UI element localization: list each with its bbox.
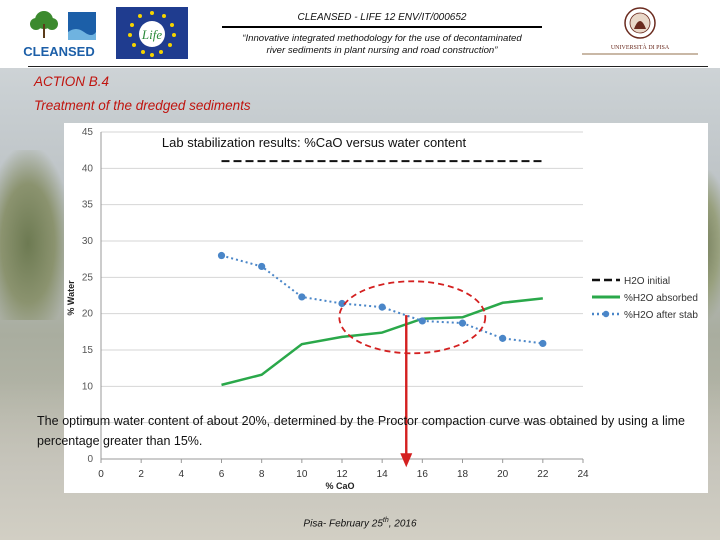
slide-header: CLEANSED Life UNIVERSITÀ DI PISA CLEANSE… <box>0 0 720 68</box>
legend-marker-h2o-after-stab <box>602 310 610 318</box>
y-tick-label: 0 <box>87 454 93 465</box>
data-point-h2o-after-stab <box>499 334 507 342</box>
life-programme-logo: Life <box>116 7 188 59</box>
y-tick-label: 45 <box>82 127 94 138</box>
y-tick-label: 20 <box>82 309 94 320</box>
x-tick-label: 10 <box>296 469 308 480</box>
y-tick-label: 10 <box>82 381 94 392</box>
slide-footer: Pisa- February 25th, 2016 <box>0 517 720 529</box>
data-point-h2o-after-stab <box>378 303 386 311</box>
data-point-h2o-after-stab <box>539 339 547 348</box>
x-tick-label: 4 <box>179 469 185 480</box>
legend-label-h2o-initial: H2O initial <box>624 276 670 287</box>
svg-text:Life: Life <box>141 27 162 42</box>
project-subtitle-line1: “Innovative integrated methodology for t… <box>242 33 522 44</box>
header-divider <box>28 66 708 67</box>
y-tick-label: 5 <box>87 418 93 429</box>
data-point-h2o-after-stab <box>217 251 226 260</box>
project-subtitle: “Innovative integrated methodology for t… <box>212 33 552 57</box>
slide-caption: The optimum water content of about 20%, … <box>37 414 685 448</box>
data-point-h2o-after-stab <box>258 262 266 271</box>
footer-place-date: Pisa- February 25 <box>303 518 383 530</box>
y-tick-label: 40 <box>82 163 94 174</box>
chart-title: Lab stabilization results: %CaO versus w… <box>162 135 467 150</box>
action-subheading: Treatment of the dredged sediments <box>34 98 251 113</box>
legend-label-h2o-absorbed: %H2O absorbed <box>624 293 698 304</box>
y-tick-label: 15 <box>82 345 94 356</box>
optimum-arrow-head <box>400 453 413 468</box>
footer-ordinal: th <box>382 517 389 524</box>
x-tick-label: 24 <box>577 469 589 480</box>
data-point-h2o-after-stab <box>298 293 306 301</box>
x-axis-label: % CaO <box>325 481 354 491</box>
background-trees-left <box>0 150 70 320</box>
x-tick-label: 14 <box>377 469 389 480</box>
lab-stabilization-chart: Lab stabilization results: %CaO versus w… <box>66 127 698 491</box>
svg-text:CLEANSED: CLEANSED <box>23 44 95 59</box>
data-point-h2o-after-stab <box>418 317 426 325</box>
legend-label-h2o-after-stab: %H2O after stab <box>624 310 698 321</box>
university-pisa-logo: UNIVERSITÀ DI PISA <box>582 7 698 55</box>
x-tick-label: 16 <box>417 469 429 480</box>
svg-text:UNIVERSITÀ DI PISA: UNIVERSITÀ DI PISA <box>611 43 670 51</box>
y-tick-label: 35 <box>82 200 94 211</box>
x-tick-label: 20 <box>497 469 509 480</box>
x-tick-label: 8 <box>259 469 265 480</box>
chart-panel: Lab stabilization results: %CaO versus w… <box>64 123 708 493</box>
title-underline <box>222 26 542 28</box>
x-tick-label: 18 <box>457 469 469 480</box>
footer-year: , 2016 <box>388 518 417 530</box>
y-tick-label: 30 <box>82 236 94 247</box>
series-line-h2o-absorbed <box>221 297 543 387</box>
y-axis-label: % Water <box>66 280 76 316</box>
action-heading: ACTION B.4 <box>34 74 110 89</box>
x-tick-label: 6 <box>219 469 225 480</box>
x-tick-label: 0 <box>98 469 104 480</box>
y-tick-label: 25 <box>82 272 94 283</box>
project-title: CLEANSED - LIFE 12 ENV/IT/000652 <box>297 12 467 23</box>
x-tick-label: 12 <box>336 469 348 480</box>
data-point-h2o-after-stab <box>458 319 467 327</box>
data-point-h2o-after-stab <box>338 299 346 308</box>
x-tick-label: 2 <box>138 469 144 480</box>
cleansed-logo: CLEANSED <box>22 8 96 59</box>
x-tick-label: 22 <box>537 469 549 480</box>
project-subtitle-line2: river sediments in plant nursing and roa… <box>266 45 498 56</box>
optimum-highlight-ellipse <box>338 280 487 355</box>
series-line-h2o-after-stab <box>221 254 543 345</box>
